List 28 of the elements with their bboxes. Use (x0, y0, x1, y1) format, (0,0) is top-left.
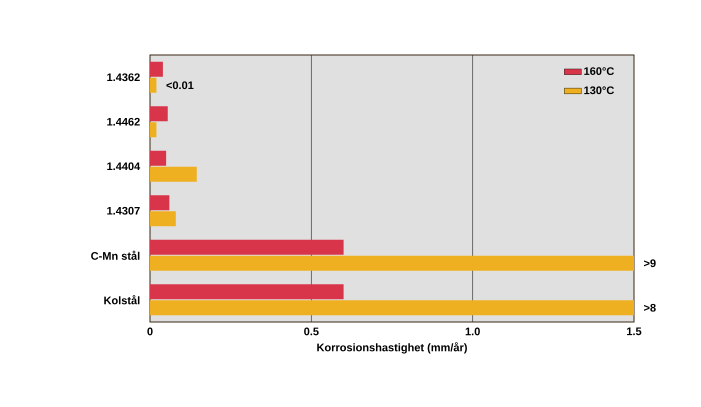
x-axis-title: Korrosionshastighet (mm/år) (317, 342, 467, 354)
x-tick-label: 0 (147, 328, 153, 336)
bar (150, 195, 170, 210)
bar (150, 211, 176, 226)
y-tick-label: 1.4462 (107, 118, 140, 126)
bar (150, 78, 156, 93)
x-tick-label: 1.0 (466, 328, 480, 336)
legend-label: 160°C (584, 67, 614, 75)
y-tick-label: 1.4307 (107, 206, 140, 215)
y-tick-label: 1.4404 (107, 162, 140, 170)
y-tick-label: Kolstål (104, 295, 140, 304)
bar (150, 122, 156, 138)
y-tick-label: C-Mn stål (91, 250, 140, 260)
data-label: >8 (644, 304, 656, 312)
legend-label: 130°C (584, 86, 614, 94)
data-label: <0.01 (166, 81, 194, 90)
x-tick-label: 1.5 (627, 328, 642, 336)
y-tick-label: 1.4362 (107, 73, 140, 82)
bar (150, 150, 166, 166)
x-tick-label: 0.5 (304, 328, 319, 336)
bar (150, 62, 163, 77)
bar (150, 300, 634, 316)
data-label: >9 (644, 259, 656, 268)
bar (150, 256, 634, 271)
bar (150, 166, 197, 182)
bar (150, 284, 344, 300)
bar (150, 240, 344, 255)
bar (150, 106, 168, 122)
